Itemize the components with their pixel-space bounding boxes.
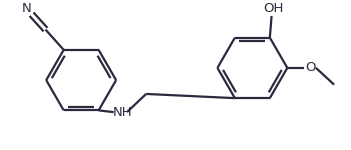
Text: OH: OH [263,2,284,15]
Text: O: O [305,61,316,74]
Text: NH: NH [113,106,132,119]
Text: N: N [22,2,32,15]
